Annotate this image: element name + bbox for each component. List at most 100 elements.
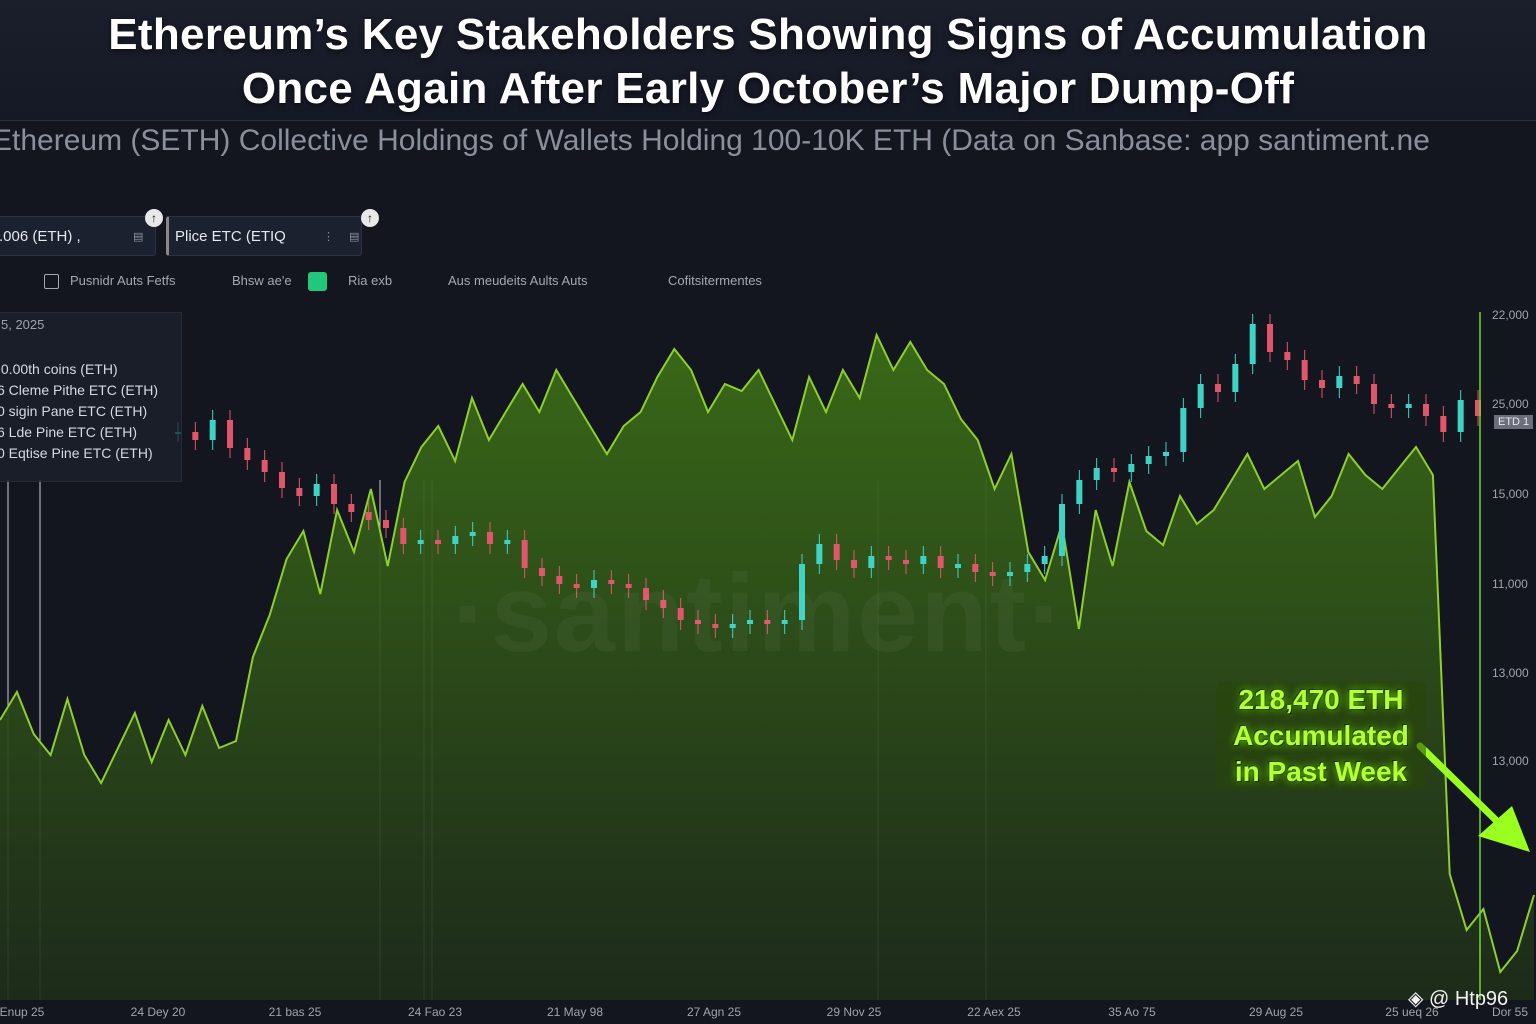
candle-down [1423, 404, 1429, 416]
candle-down [608, 580, 615, 584]
candle-down [695, 620, 701, 624]
x-tick-label: 24 Dey 20 [130, 1005, 186, 1019]
candle-up [1007, 572, 1013, 576]
chart-subtitle: Ethereum (SETH) Collective Holdings of W… [0, 124, 1430, 157]
candle-up [1024, 564, 1031, 572]
candle-down [487, 532, 493, 544]
candle-up [799, 564, 805, 620]
settings-icon[interactable]: ▤ [133, 231, 144, 243]
metric-holdings-pill[interactable]: .006 (ETH) , ▤ [0, 216, 156, 256]
candle-down [643, 588, 649, 600]
candle-down [244, 448, 251, 460]
y-tick-label: 15,000 [1492, 487, 1529, 501]
price-candles [175, 314, 1481, 638]
candle-down [435, 540, 441, 544]
credit: ◈ @ Htp96 [1408, 986, 1508, 1011]
candle-up [313, 484, 320, 496]
legend-item: 6 Cleme Pithe ETC (ETH) [0, 382, 159, 398]
settings-icon[interactable]: ▤ [349, 231, 360, 243]
candle-up [1457, 400, 1464, 432]
y-tick-label: 13,000 [1492, 754, 1529, 768]
candle-up [868, 556, 875, 568]
candle-up [1232, 364, 1239, 392]
candle-down [331, 484, 337, 504]
candle-down [1319, 380, 1325, 388]
candle-down [348, 504, 355, 512]
credit-handle: @ Htp96 [1428, 988, 1509, 1010]
candle-down [1111, 468, 1117, 472]
pin-icon[interactable]: ↑ [145, 209, 163, 227]
legend-item: 0 Eqtise Pine ETC (ETH) [0, 445, 153, 461]
candle-up [1041, 556, 1048, 564]
candle-down [279, 472, 285, 488]
legend-date: 5, 2025 [1, 317, 45, 332]
candle-down [1440, 416, 1447, 432]
candle-down [227, 420, 233, 448]
candle-up [920, 556, 927, 564]
candle-down [521, 540, 528, 568]
candle-down [261, 460, 268, 472]
x-tick-label: 21 May 98 [546, 1005, 604, 1019]
title-bar: Ethereum’s Key Stakeholders Showing Sign… [0, 0, 1536, 121]
metric-price-label: Plice ETC (ETIQ [175, 228, 286, 245]
x-tick-label: Enup 25 [0, 1005, 45, 1019]
candle-up [209, 420, 216, 440]
candle-down [1215, 384, 1221, 392]
option-checkbox[interactable] [44, 274, 59, 289]
option-3[interactable]: Ria exb [348, 273, 393, 288]
candle-down [556, 576, 563, 584]
candle-down [400, 528, 407, 544]
candle-down [1371, 384, 1377, 404]
candle-down [573, 584, 580, 588]
pin-icon[interactable]: ↑ [361, 209, 379, 227]
option-2[interactable]: Bhsw ae'e [232, 273, 292, 288]
y-tick-label: 25,000 [1492, 397, 1529, 411]
x-tick-label: 35 Ao 75 [1108, 1005, 1156, 1019]
candle-up [729, 624, 736, 628]
x-tick-label: 25 ueq 26 [1385, 1005, 1439, 1019]
holdings-line [0, 332, 1535, 975]
candle-down [625, 584, 632, 588]
candle-down [885, 556, 892, 560]
option-1[interactable]: Pusnidr Auts Fetfs [70, 273, 176, 288]
candle-down [1267, 324, 1273, 352]
candle-down [1284, 352, 1291, 360]
drag-icon[interactable]: ⋮ [323, 231, 334, 243]
candle-up [1405, 404, 1412, 408]
y-tick-label: 13,000 [1492, 666, 1529, 680]
candle-down [833, 544, 840, 560]
candle-down [903, 560, 909, 564]
candle-down [677, 608, 684, 620]
option-5[interactable]: Cofitsitermentes [668, 273, 762, 288]
candle-up [1059, 504, 1065, 556]
x-tick-label: 24 Fao 23 [407, 1005, 463, 1019]
candle-up [1076, 480, 1083, 504]
arrow-shaft [1416, 742, 1506, 830]
option-toggle[interactable] [308, 272, 327, 291]
x-tick-label: 21 bas 25 [268, 1005, 322, 1019]
annotation-line-2: Accumulated [1233, 720, 1409, 751]
candle-down [937, 556, 944, 568]
x-tick-label: 29 Aug 25 [1248, 1005, 1304, 1019]
candle-up [816, 544, 823, 564]
candle-down [660, 600, 667, 608]
metric-price-pill[interactable]: Plice ETC (ETIQ ⋮ ▤ [166, 216, 362, 256]
accumulation-annotation: 218,470 ETH Accumulated in Past Week [1216, 682, 1426, 790]
option-4[interactable]: Aus meudeits Aults Auts [448, 273, 588, 288]
annotation-line-3: in Past Week [1234, 756, 1408, 787]
candle-up [417, 540, 424, 544]
candle-down [989, 572, 996, 576]
candle-down [365, 512, 372, 520]
metric-holdings-label: .006 (ETH) , [0, 228, 81, 245]
legend-panel: 5, 2025 ı0.00th coins (ETH) 6 Cleme Pith… [0, 312, 182, 482]
legend-item: ı0.00th coins (ETH) [0, 361, 118, 377]
candle-down [1353, 376, 1360, 384]
candle-down [1301, 360, 1308, 380]
candle-down [851, 560, 857, 568]
y-tick-label: 11,000 [1492, 577, 1528, 591]
binance-icon: ◈ [1408, 988, 1424, 1010]
holdings-area [0, 335, 1534, 1000]
candle-up [452, 536, 459, 544]
x-tick-label: Dor 55 [1491, 1005, 1529, 1019]
